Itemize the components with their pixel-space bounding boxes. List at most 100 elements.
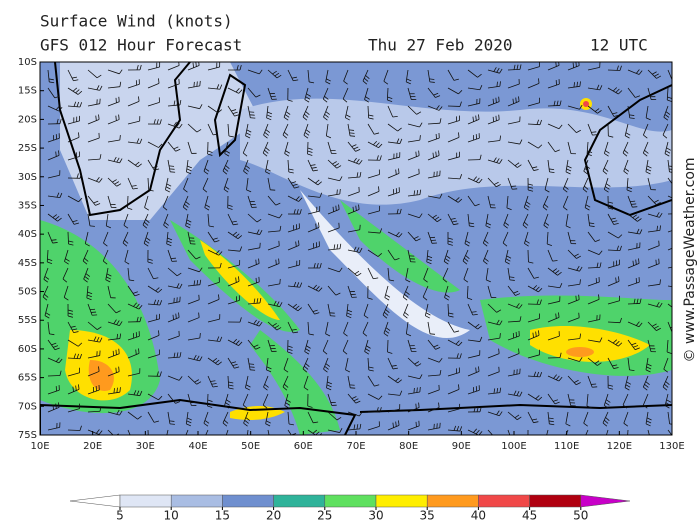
barb-flag bbox=[579, 295, 580, 300]
colorbar-segment bbox=[171, 495, 222, 507]
barb-flag bbox=[592, 135, 597, 136]
barb-flag bbox=[675, 438, 680, 440]
barb-flag bbox=[416, 152, 417, 157]
barb-flag bbox=[259, 259, 260, 264]
colorbar-label: 40 bbox=[471, 509, 486, 523]
barb-flag bbox=[279, 259, 280, 264]
barb-flag bbox=[119, 367, 120, 372]
colorbar-label: 45 bbox=[522, 509, 537, 523]
colorbar-segment bbox=[427, 495, 478, 507]
colorbar-label: 50 bbox=[573, 509, 588, 523]
colorbar-label: 10 bbox=[164, 509, 179, 523]
barb-flag bbox=[591, 132, 596, 133]
colorbar-end bbox=[581, 495, 630, 507]
lon-label: 100E bbox=[501, 441, 526, 452]
colorbar-label: 35 bbox=[420, 509, 435, 523]
time: 12 UTC bbox=[590, 36, 648, 55]
lat-label: 30S bbox=[18, 172, 37, 183]
subtitle: GFS 012 Hour Forecast bbox=[40, 36, 242, 55]
barb-flag bbox=[419, 403, 420, 408]
date: Thu 27 Feb 2020 bbox=[368, 36, 513, 55]
barb-flag bbox=[295, 438, 300, 440]
barb-flag bbox=[169, 421, 174, 422]
barb-flag bbox=[439, 403, 440, 408]
lat-label: 20S bbox=[18, 114, 37, 125]
barb-flag bbox=[200, 333, 201, 338]
barb-flag bbox=[119, 115, 120, 120]
barb-flag bbox=[430, 334, 435, 335]
barb-flag bbox=[546, 439, 550, 442]
barb-flag bbox=[336, 206, 337, 211]
barb-flag bbox=[225, 439, 229, 442]
barb-flag bbox=[419, 151, 420, 156]
lat-label: 70S bbox=[18, 401, 37, 412]
lat-label: 65S bbox=[18, 373, 37, 384]
barb-flag bbox=[337, 189, 338, 194]
barb-flag bbox=[339, 205, 340, 210]
lat-label: 25S bbox=[18, 143, 37, 154]
barb-flag bbox=[672, 333, 677, 334]
barb-flag bbox=[350, 133, 355, 134]
colorbar-segment bbox=[325, 495, 376, 507]
barb-flag bbox=[673, 243, 674, 248]
barb-flag bbox=[340, 189, 341, 194]
barb-flag bbox=[496, 98, 497, 103]
barb-flag bbox=[120, 135, 121, 140]
lon-label: 30E bbox=[136, 441, 155, 452]
lon-label: 70E bbox=[346, 441, 365, 452]
barb-flag bbox=[674, 282, 676, 287]
barb bbox=[68, 430, 80, 431]
barb-flag bbox=[420, 387, 421, 392]
lon-label: 120E bbox=[607, 441, 632, 452]
barb-flag bbox=[349, 130, 354, 131]
barb-flag bbox=[493, 99, 494, 104]
lat-label: 75S bbox=[18, 430, 37, 441]
colorbar-label: 15 bbox=[215, 509, 230, 523]
lon-label: 20E bbox=[83, 441, 102, 452]
barb-flag bbox=[677, 283, 679, 288]
barb bbox=[68, 232, 69, 244]
colorbar-segment bbox=[120, 495, 171, 507]
lat-label: 35S bbox=[18, 200, 37, 211]
colorbar-label: 5 bbox=[116, 509, 124, 523]
barb-flag bbox=[199, 313, 200, 318]
colorbar-segment bbox=[222, 495, 273, 507]
lon-label: 130E bbox=[659, 441, 684, 452]
colorbar-segment bbox=[376, 495, 427, 507]
lat-label: 15S bbox=[18, 86, 37, 97]
barb-flag bbox=[676, 242, 677, 247]
barb bbox=[608, 70, 620, 71]
barb-flag bbox=[416, 404, 417, 409]
barb-flag bbox=[606, 436, 610, 439]
barb-flag bbox=[350, 136, 355, 137]
barb-flag bbox=[247, 436, 252, 438]
lon-label: 80E bbox=[399, 441, 418, 452]
barb bbox=[127, 196, 128, 208]
barb-flag bbox=[356, 206, 357, 211]
lon-label: 50E bbox=[241, 441, 260, 452]
barb-flag bbox=[224, 441, 228, 444]
barb-flag bbox=[276, 260, 277, 265]
lat-label: 55S bbox=[18, 315, 37, 326]
barb-flag bbox=[359, 205, 360, 210]
lon-label: 10E bbox=[30, 441, 49, 452]
barb-flag bbox=[670, 327, 675, 328]
barb-flag bbox=[420, 135, 421, 140]
barb-flag bbox=[117, 436, 121, 438]
barb-flag bbox=[499, 97, 500, 102]
barb-flag bbox=[675, 186, 680, 188]
lat-label: 40S bbox=[18, 229, 37, 240]
barb-flag bbox=[414, 388, 415, 393]
barb-flag bbox=[545, 442, 549, 445]
colorbar-label: 30 bbox=[368, 509, 383, 523]
lat-label: 60S bbox=[18, 344, 37, 355]
lat-label: 45S bbox=[18, 258, 37, 269]
barb-flag bbox=[678, 240, 679, 245]
barb-flag bbox=[148, 436, 153, 437]
barb-flag bbox=[116, 368, 117, 373]
colorbar-segment bbox=[274, 495, 325, 507]
credit: © www.PassageWeather.com bbox=[682, 157, 698, 362]
barb-flag bbox=[673, 80, 678, 81]
colorbar-segment bbox=[478, 495, 529, 507]
